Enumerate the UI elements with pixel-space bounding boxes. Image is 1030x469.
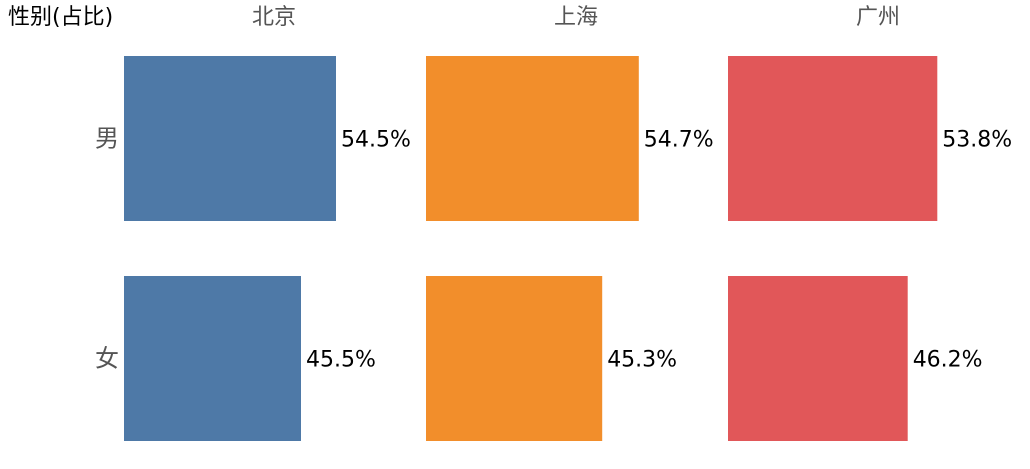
category-label: 女 (95, 345, 119, 373)
category-label: 男 (95, 125, 119, 153)
data-label: 46.2% (913, 348, 983, 373)
data-label: 45.3% (607, 348, 677, 373)
data-label: 53.8% (942, 128, 1012, 153)
bar (124, 276, 301, 441)
bar (728, 276, 908, 441)
panel-header: 北京 (252, 5, 296, 30)
data-label: 45.5% (306, 348, 376, 373)
panel-header: 上海 (554, 5, 598, 30)
data-label: 54.5% (341, 128, 411, 153)
panel-header: 广州 (856, 5, 900, 30)
bar (728, 56, 938, 221)
row-header: 性别(占比) (8, 5, 113, 30)
panels: 男女 北京 54.5% 45.5% 上海 54.7% 45.3% 广州 53.8% 46.2% (95, 5, 1012, 441)
bar (426, 276, 603, 441)
data-label: 54.7% (644, 128, 714, 153)
bar (426, 56, 639, 221)
bar (124, 56, 336, 221)
